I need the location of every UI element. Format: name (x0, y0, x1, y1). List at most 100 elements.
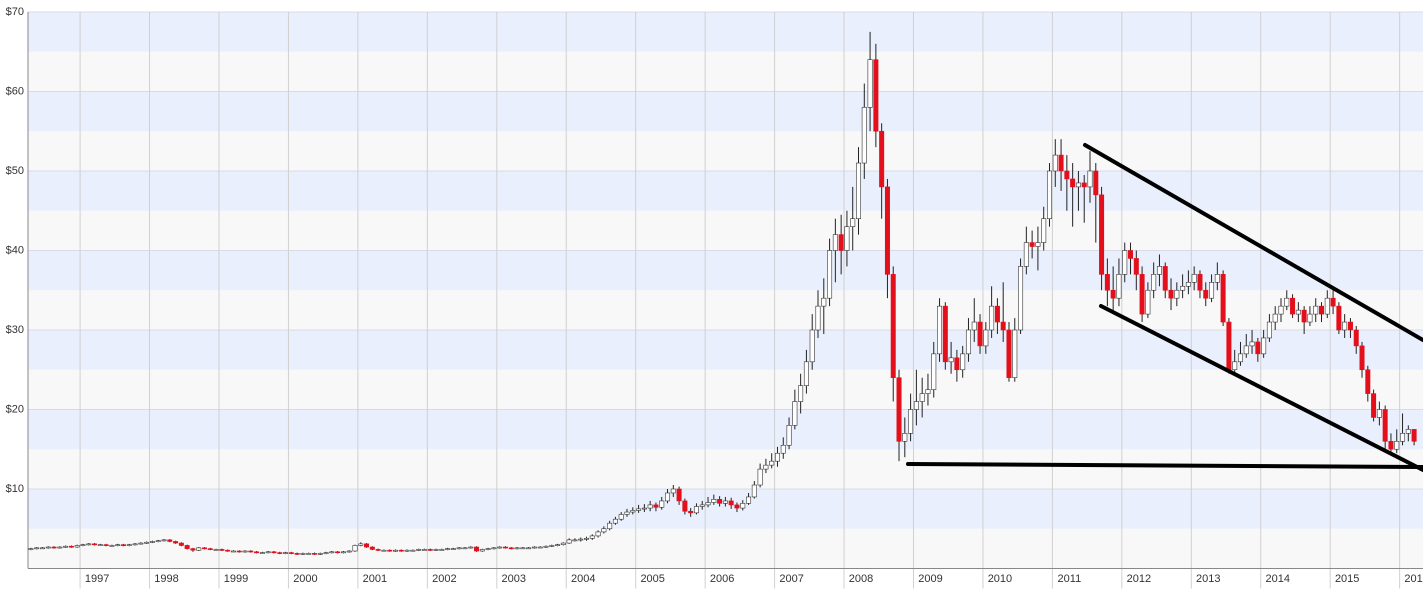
candle-body (393, 549, 399, 552)
candle-body (138, 542, 144, 545)
candle-body (236, 550, 242, 553)
candle-body (670, 488, 676, 494)
band (28, 528, 1423, 569)
candle-body (618, 514, 624, 520)
candle-body (815, 305, 821, 331)
candle-body (705, 502, 711, 506)
candle-body (1162, 266, 1168, 291)
y-tick-label: $50 (6, 165, 24, 177)
candle-body (1075, 182, 1081, 188)
candle-body (821, 297, 827, 307)
trend-lines (906, 143, 1423, 472)
y-tick-label: $10 (6, 483, 24, 495)
candle-body (676, 488, 682, 502)
candle-body (184, 545, 190, 549)
candle-body (746, 496, 752, 504)
candle-body (358, 543, 364, 546)
trend-line (906, 462, 1423, 469)
candle-body (537, 546, 543, 549)
candle-body (1185, 281, 1191, 287)
candle-body (722, 500, 728, 504)
y-tick-label: $30 (6, 324, 24, 336)
x-tick-label: 2008 (849, 573, 873, 585)
band (28, 489, 1423, 529)
candle-body (1376, 409, 1382, 418)
candle-body (45, 546, 51, 549)
candle-body (873, 59, 879, 132)
candle-body (1220, 274, 1226, 323)
candle-body (230, 550, 236, 553)
candle-body (248, 550, 254, 553)
candle-body (86, 543, 92, 546)
candle-body (983, 329, 989, 347)
candle-body (688, 510, 694, 514)
candle-body (120, 544, 126, 546)
x-tick-label: 2009 (918, 573, 942, 585)
candle-body (1110, 289, 1116, 299)
candle-body (809, 329, 815, 363)
band (28, 449, 1423, 489)
candle-body (1191, 274, 1197, 283)
candle-body (1400, 433, 1406, 442)
candle-body (549, 545, 555, 547)
plot-bands (28, 12, 1423, 569)
candle-body (1046, 170, 1052, 220)
candle-body (433, 549, 439, 551)
x-tick-label: 2013 (1196, 573, 1220, 585)
candle-body (28, 548, 34, 550)
candle-body (294, 553, 300, 555)
candle-body (277, 552, 283, 554)
band (28, 171, 1423, 211)
x-tick-label: 2002 (432, 573, 456, 585)
candle-body (288, 552, 294, 554)
candle-body (601, 528, 607, 533)
candle-body (757, 468, 763, 486)
candle-body (1070, 178, 1076, 188)
x-tick-label: 2003 (502, 573, 526, 585)
candle-body (132, 543, 138, 546)
candle-body (1058, 154, 1064, 172)
band (28, 12, 1423, 52)
x-tick-label: 2016 (1404, 573, 1423, 585)
candle-body (167, 539, 173, 542)
candle-body (468, 546, 474, 549)
candle-body (514, 547, 520, 550)
candle-body (97, 544, 103, 546)
candle-body (607, 522, 613, 530)
candle-body (410, 549, 416, 552)
candle-body (925, 389, 931, 394)
candle-body (57, 546, 63, 549)
candle-body (971, 321, 977, 331)
candle-body (126, 544, 132, 546)
candle-body (502, 546, 508, 549)
candle-body (219, 549, 225, 551)
candle-body (994, 305, 1000, 323)
candle-body (300, 553, 306, 555)
x-tick-label: 2010 (988, 573, 1012, 585)
candle-body (1232, 361, 1238, 371)
candle-body (1104, 274, 1110, 291)
candle-body (948, 357, 954, 363)
candle-body (717, 499, 723, 504)
candle-body (1128, 250, 1134, 259)
candle-body (850, 218, 856, 227)
candle-body (560, 542, 566, 545)
band (28, 369, 1423, 410)
candle-body (1336, 305, 1342, 331)
x-tick-label: 2011 (1058, 573, 1082, 585)
candle-body (1249, 341, 1255, 347)
candle-body (456, 547, 462, 550)
candle-body (1209, 281, 1215, 299)
candle-body (1261, 337, 1267, 355)
candle-body (844, 226, 850, 251)
candle-body (115, 544, 121, 546)
candle-body (1151, 274, 1157, 291)
candle-body (1382, 409, 1388, 442)
candle-body (51, 546, 57, 549)
candle-body (1156, 266, 1162, 275)
candle-body (1301, 309, 1307, 323)
candle-body (763, 464, 769, 470)
candle-body (1313, 305, 1319, 315)
candle-body (427, 549, 433, 551)
x-tick-label: 2004 (571, 573, 595, 585)
